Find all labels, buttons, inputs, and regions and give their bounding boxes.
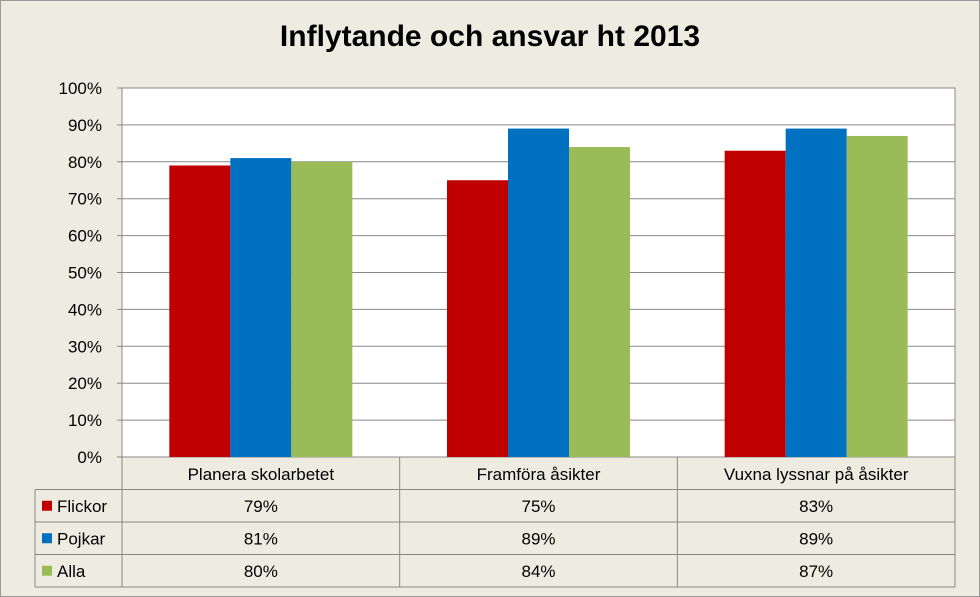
bar-pojkar (230, 158, 292, 458)
data-label: 84% (521, 562, 555, 581)
category-label: Vuxna lyssnar på åsikter (724, 465, 909, 484)
y-tick-label: 10% (68, 411, 102, 430)
y-tick-label: 50% (68, 264, 102, 283)
y-tick-label: 90% (68, 116, 102, 135)
legend-label: Pojkar (57, 529, 106, 548)
data-label: 75% (521, 497, 555, 516)
y-tick-label: 70% (68, 190, 102, 209)
data-label: 89% (521, 529, 555, 548)
y-tick-label: 20% (68, 374, 102, 393)
bar-alla (569, 147, 630, 458)
legend-label: Flickor (57, 497, 107, 516)
y-tick-label: 0% (77, 448, 102, 467)
bar-flickor (447, 180, 508, 457)
data-label: 80% (244, 562, 278, 581)
legend-label: Alla (57, 562, 86, 581)
y-tick-label: 30% (68, 337, 102, 356)
legend-key-alla (42, 565, 52, 576)
category-label: Framföra åsikter (477, 465, 601, 484)
bar-alla (846, 135, 908, 457)
y-tick-label: 100% (59, 79, 102, 98)
category-label: Planera skolarbetet (188, 465, 335, 484)
data-label: 79% (244, 497, 278, 516)
y-tick-label: 40% (68, 300, 102, 319)
legend-key-pojkar (42, 533, 52, 544)
data-label: 81% (244, 529, 278, 548)
y-tick-label: 80% (68, 153, 102, 172)
chart-title: Inflytande och ansvar ht 2013 (279, 20, 701, 53)
data-label: 83% (799, 497, 833, 516)
y-tick-label: 60% (68, 227, 102, 246)
bar-flickor (169, 165, 231, 458)
bar-alla (291, 161, 353, 458)
bar-flickor (724, 150, 786, 458)
bar-pojkar (508, 128, 569, 457)
legend-key-flickor (42, 500, 52, 511)
data-label: 89% (799, 529, 833, 548)
bar-pojkar (785, 128, 847, 457)
data-label: 87% (799, 562, 833, 581)
